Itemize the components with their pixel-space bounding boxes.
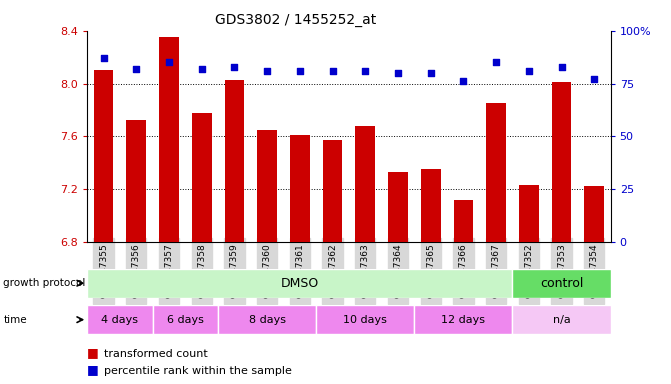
Point: [295, 68, 305, 74]
Point: [491, 59, 501, 65]
Bar: [356, 126, 375, 242]
Bar: [323, 140, 342, 242]
Text: 10 days: 10 days: [344, 314, 387, 325]
Bar: [584, 187, 604, 242]
Bar: [258, 130, 277, 242]
Text: control: control: [540, 277, 583, 290]
Point: [360, 68, 370, 74]
Bar: [225, 79, 244, 242]
Bar: [552, 82, 571, 242]
Point: [98, 55, 109, 61]
Point: [458, 78, 469, 84]
Bar: [290, 135, 310, 242]
Point: [262, 68, 272, 74]
Bar: [486, 103, 506, 242]
Point: [556, 64, 567, 70]
Bar: [513, 269, 611, 298]
Text: 4 days: 4 days: [101, 314, 138, 325]
Bar: [159, 37, 178, 242]
Bar: [415, 305, 513, 334]
Bar: [388, 172, 408, 242]
Point: [523, 68, 534, 74]
Point: [197, 66, 207, 72]
Bar: [513, 305, 611, 334]
Text: DMSO: DMSO: [280, 277, 319, 290]
Point: [589, 76, 600, 83]
Text: growth protocol: growth protocol: [3, 278, 86, 288]
Text: GDS3802 / 1455252_at: GDS3802 / 1455252_at: [215, 13, 376, 27]
Point: [425, 70, 436, 76]
Text: 8 days: 8 days: [249, 314, 286, 325]
Text: ■: ■: [87, 346, 99, 359]
Bar: [87, 269, 513, 298]
Bar: [87, 305, 153, 334]
Bar: [421, 169, 440, 242]
Point: [327, 68, 338, 74]
Bar: [94, 70, 113, 242]
Text: 12 days: 12 days: [442, 314, 485, 325]
Text: transformed count: transformed count: [104, 349, 208, 359]
Text: ■: ■: [87, 362, 99, 376]
Point: [131, 66, 142, 72]
Point: [229, 64, 240, 70]
Bar: [316, 305, 414, 334]
Point: [393, 70, 403, 76]
Bar: [454, 200, 473, 242]
Text: n/a: n/a: [553, 314, 570, 325]
Text: 6 days: 6 days: [167, 314, 204, 325]
Bar: [192, 113, 211, 242]
Bar: [218, 305, 316, 334]
Text: percentile rank within the sample: percentile rank within the sample: [104, 366, 292, 376]
Text: time: time: [3, 314, 27, 325]
Bar: [126, 121, 146, 242]
Bar: [153, 305, 218, 334]
Point: [164, 59, 174, 65]
Bar: [519, 185, 539, 242]
